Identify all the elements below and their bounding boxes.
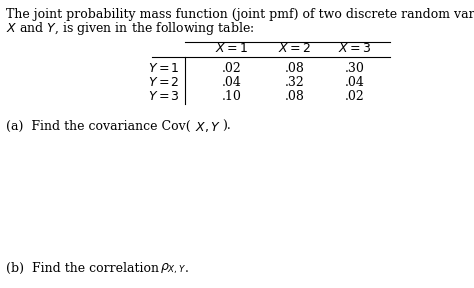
Text: The joint probability mass function (joint pmf) of two discrete random variables: The joint probability mass function (joi… bbox=[6, 8, 474, 21]
Text: $X$ and $Y$, is given in the following table:: $X$ and $Y$, is given in the following t… bbox=[6, 20, 255, 37]
Text: .04: .04 bbox=[345, 76, 365, 89]
Text: .32: .32 bbox=[285, 76, 305, 89]
Text: $X=2$: $X=2$ bbox=[278, 42, 311, 55]
Text: $X=1$: $X=1$ bbox=[215, 42, 248, 55]
Text: $X,Y$: $X,Y$ bbox=[195, 120, 221, 134]
Text: $X=3$: $X=3$ bbox=[338, 42, 372, 55]
Text: .: . bbox=[185, 262, 189, 275]
Text: ).: ). bbox=[222, 120, 231, 133]
Text: .30: .30 bbox=[345, 62, 365, 75]
Text: .10: .10 bbox=[222, 90, 242, 103]
Text: (b)  Find the correlation: (b) Find the correlation bbox=[6, 262, 163, 275]
Text: $Y=3$: $Y=3$ bbox=[148, 90, 180, 103]
Text: $\rho_{X,Y}$: $\rho_{X,Y}$ bbox=[160, 262, 186, 276]
Text: .02: .02 bbox=[222, 62, 242, 75]
Text: (a)  Find the covariance Cov(: (a) Find the covariance Cov( bbox=[6, 120, 191, 133]
Text: .02: .02 bbox=[345, 90, 365, 103]
Text: $Y=2$: $Y=2$ bbox=[148, 76, 180, 89]
Text: .04: .04 bbox=[222, 76, 242, 89]
Text: .08: .08 bbox=[285, 90, 305, 103]
Text: $Y=1$: $Y=1$ bbox=[148, 62, 180, 75]
Text: .08: .08 bbox=[285, 62, 305, 75]
